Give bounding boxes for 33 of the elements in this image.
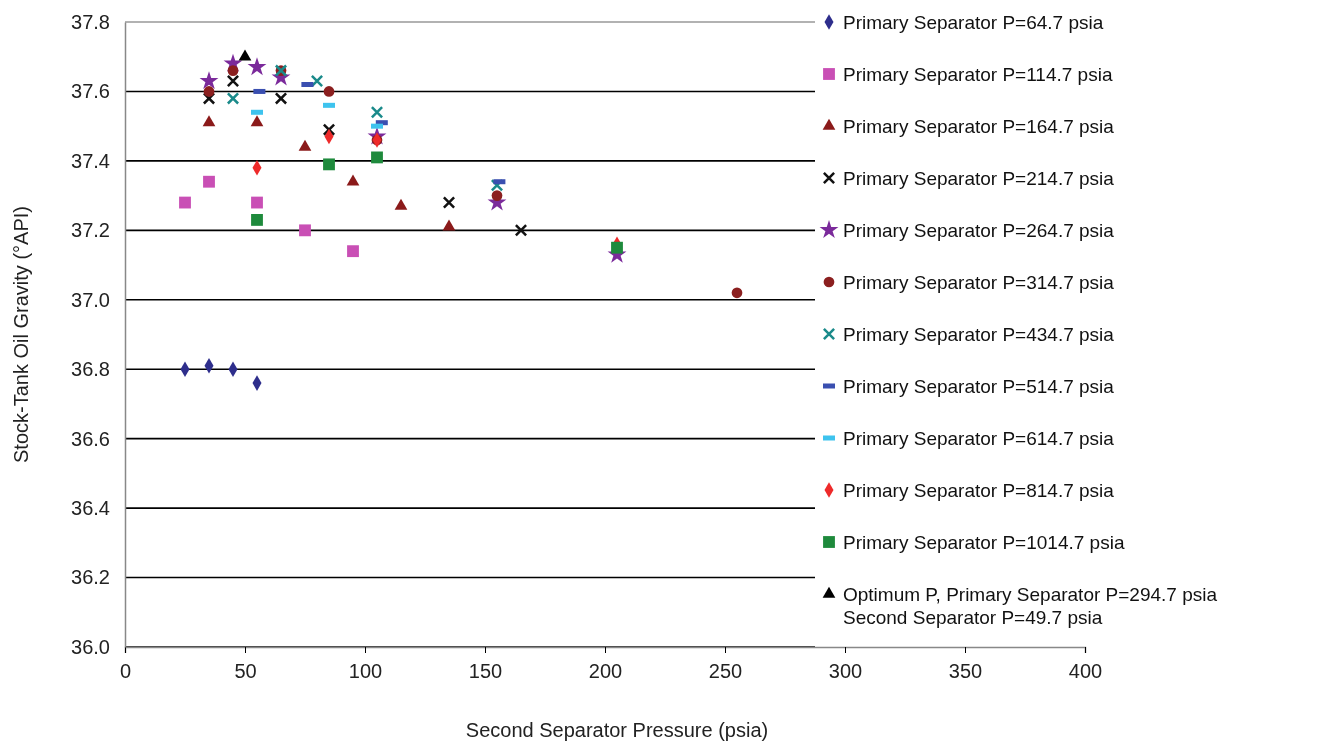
legend-label: Primary Separator P=1014.7 psia (843, 532, 1125, 553)
legend-label: Optimum P, Primary Separator P=294.7 psia Second Separator P=49.7 psia (843, 584, 1218, 628)
y-tick-label: 36.4 (71, 497, 110, 520)
x-tick-label: 300 (828, 660, 863, 682)
x-tick-label: 400 (1068, 660, 1103, 682)
x-tick-label: 200 (588, 660, 623, 682)
y-tick-label: 37.2 (71, 219, 110, 242)
x-axis-title: Second Separator Pressure (psia) (465, 719, 769, 741)
y-tick-label: 36.0 (71, 635, 110, 658)
x-tick-label: 50 (234, 660, 257, 682)
x-tick-label: 150 (468, 660, 503, 682)
legend-label: Primary Separator P=514.7 psia (843, 376, 1115, 397)
y-tick-label: 37.0 (71, 288, 110, 311)
legend-label: Primary Separator P=614.7 psia (843, 428, 1115, 449)
legend-label: Primary Separator P=164.7 psia (843, 116, 1115, 137)
y-tick-label: 36.2 (71, 566, 110, 589)
x-tick-label: 350 (948, 660, 983, 682)
x-tick-label: 250 (708, 660, 743, 682)
legend-label: Primary Separator P=264.7 psia (843, 220, 1115, 241)
legend-label: Primary Separator P=314.7 psia (843, 272, 1115, 293)
y-axis-title: Stock-Tank Oil Gravity (°API) (10, 206, 32, 463)
y-tick-label: 36.8 (71, 358, 110, 381)
legend-label: Primary Separator P=214.7 psia (843, 168, 1115, 189)
legend-label: Primary Separator P=434.7 psia (843, 324, 1115, 345)
legend-label: Primary Separator P=64.7 psia (843, 12, 1104, 33)
y-tick-label: 36.6 (71, 427, 110, 450)
y-tick-label: 37.4 (71, 149, 110, 172)
y-tick-label: 37.6 (71, 80, 110, 103)
y-tick-label: 37.8 (71, 10, 110, 33)
x-tick-label: 0 (119, 660, 132, 682)
legend-label: Primary Separator P=114.7 psia (843, 64, 1113, 85)
legend-label: Primary Separator P=814.7 psia (843, 480, 1115, 501)
x-tick-label: 100 (348, 660, 383, 682)
